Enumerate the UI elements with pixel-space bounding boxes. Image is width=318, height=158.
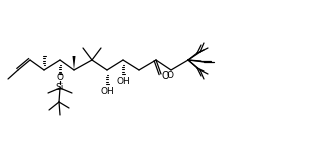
Text: O: O xyxy=(167,70,174,79)
Text: O: O xyxy=(57,73,64,82)
Polygon shape xyxy=(73,56,75,70)
Text: OH: OH xyxy=(116,76,130,85)
Text: Si: Si xyxy=(56,83,64,92)
Text: OH: OH xyxy=(100,86,114,95)
Text: O: O xyxy=(161,71,169,81)
